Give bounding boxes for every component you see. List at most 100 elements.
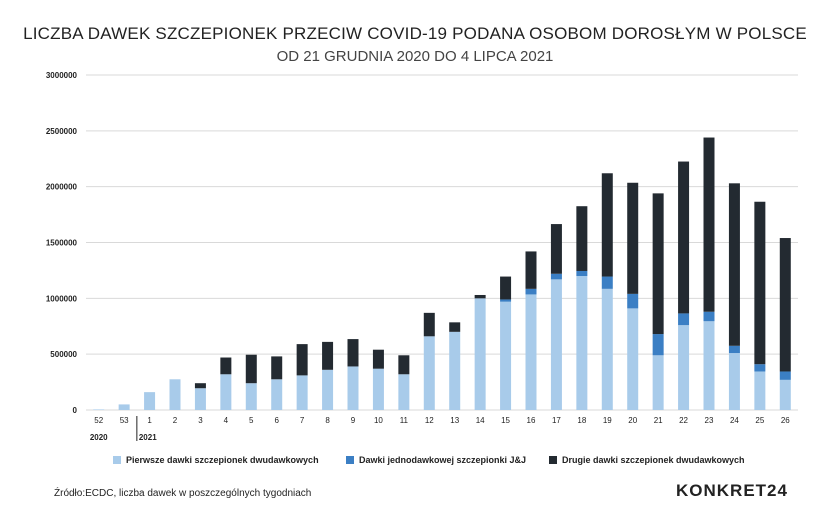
bar-segment-second [703, 137, 715, 312]
bar-segment-single [500, 299, 512, 302]
bar-segment-second [754, 201, 766, 365]
legend-label-first: Pierwsze dawki szczepionek dwudawkowych [126, 455, 319, 465]
bar-segment-first [703, 321, 715, 410]
source-note: Źródło:ECDC, liczba dawek w poszczególny… [54, 488, 312, 499]
bar-segment-second [474, 294, 486, 299]
bar-segment-single [678, 313, 690, 326]
bar-segment-second [652, 193, 664, 335]
x-tick-label: 53 [120, 416, 129, 425]
bar-segment-second [271, 356, 283, 380]
x-tick-label: 7 [300, 416, 305, 425]
x-tick-label: 3 [198, 416, 203, 425]
x-tick-label: 20 [628, 416, 637, 425]
bar-segment-first [194, 388, 206, 410]
bar-segment-first [144, 392, 156, 410]
bar-segment-first [500, 301, 512, 410]
bar-segment-first [754, 371, 766, 410]
bar-segment-first [576, 276, 588, 410]
bar-segment-single [703, 311, 715, 322]
x-tick-label: 11 [400, 416, 409, 425]
bar-segment-second [601, 173, 613, 277]
y-tick-label: 1000000 [46, 294, 78, 303]
bar-segment-second [627, 182, 639, 294]
bar-segment-single [550, 273, 562, 280]
bar-segment-second [423, 312, 435, 337]
legend-swatch-single [346, 456, 354, 464]
bar-segment-second [194, 383, 206, 389]
x-tick-label: 5 [249, 416, 254, 425]
x-tick-label: 9 [351, 416, 356, 425]
x-tick-label: 16 [527, 416, 536, 425]
x-tick-label: 8 [325, 416, 330, 425]
bar-segment-first [474, 298, 486, 410]
bar-segment-first [372, 368, 384, 410]
bar-segment-second [678, 161, 690, 314]
x-tick-label: 6 [274, 416, 279, 425]
bar-segment-second [372, 349, 384, 369]
bar-segment-first [220, 374, 232, 410]
chart-title: LICZBA DAWEK SZCZEPIONEK PRZECIW COVID-1… [23, 24, 807, 43]
x-tick-label: 24 [730, 416, 739, 425]
bar-segment-first [169, 379, 181, 410]
year-markers: 2020 2021 [90, 416, 157, 442]
y-axis-ticks: 0 500000 1000000 1500000 2000000 2500000 30000… [46, 71, 78, 415]
y-tick-label: 1500000 [46, 239, 78, 248]
year-label: 2020 [90, 433, 108, 442]
x-tick-label: 23 [705, 416, 714, 425]
legend-swatch-second [549, 456, 557, 464]
bar-segment-first [627, 308, 639, 410]
bar-segment-second [220, 357, 232, 375]
bar-segment-second [296, 344, 308, 376]
bar-segment-first [652, 355, 664, 410]
bar-segment-first [271, 379, 283, 410]
legend-item-single-dose: Dawki jednodawkowej szczepionki J&J [346, 455, 526, 465]
y-tick-label: 0 [73, 406, 78, 415]
bar-segment-first [779, 379, 791, 410]
bar-segment-second [525, 251, 537, 289]
x-tick-label: 15 [501, 416, 510, 425]
x-tick-label: 4 [224, 416, 229, 425]
bar-segment-first [118, 404, 130, 410]
bar-segment-first [423, 336, 435, 410]
x-tick-label: 22 [679, 416, 688, 425]
x-tick-label: 19 [603, 416, 612, 425]
bars [93, 137, 791, 410]
x-tick-label: 14 [476, 416, 485, 425]
bar-segment-first [525, 294, 537, 410]
bar-segment-first [398, 374, 410, 410]
legend-label-single: Dawki jednodawkowej szczepionki J&J [359, 455, 527, 465]
y-tick-label: 3000000 [46, 71, 78, 80]
bar-segment-second [398, 355, 410, 375]
bar-segment-first [449, 331, 461, 410]
bar-segment-single [576, 270, 588, 276]
bar-segment-second [449, 322, 461, 332]
bar-segment-first [601, 288, 613, 410]
legend-item-first-doses: Pierwsze dawki szczepionek dwudawkowych [113, 455, 319, 465]
bar-segment-second [347, 339, 359, 367]
legend-label-second: Drugie dawki szczepionek dwudawkowych [562, 455, 745, 465]
x-axis-ticks: 52 53 1 2 3 4 5 6 7 8 9 10 11 12 13 14 15 16 17 18 19 20 21 22 2… [94, 416, 790, 425]
konkret24-logo: KONKRET24 [676, 481, 788, 500]
x-tick-label: 52 [94, 416, 103, 425]
x-tick-label: 18 [577, 416, 586, 425]
x-tick-label: 17 [552, 416, 561, 425]
bar-segment-second [322, 341, 334, 370]
bar-segment-first [728, 353, 740, 410]
stacked-bar-chart: 0 500000 1000000 1500000 2000000 2500000 30000… [46, 71, 798, 442]
bar-segment-first [322, 369, 334, 410]
x-tick-label: 13 [450, 416, 459, 425]
y-tick-label: 500000 [50, 350, 77, 359]
legend: Pierwsze dawki szczepionek dwudawkowych … [0, 455, 830, 471]
legend-item-second-doses: Drugie dawki szczepionek dwudawkowych [549, 455, 745, 465]
chart-subtitle: OD 21 GRUDNIA 2020 DO 4 LIPCA 2021 [276, 48, 554, 65]
y-tick-label: 2500000 [46, 127, 78, 136]
bar-segment-second [576, 206, 588, 271]
x-tick-label: 21 [654, 416, 663, 425]
y-tick-label: 2000000 [46, 183, 78, 192]
bar-segment-second [550, 224, 562, 274]
bar-segment-single [779, 371, 791, 380]
year-label: 2021 [139, 433, 157, 442]
bar-segment-single [525, 288, 537, 295]
x-tick-label: 26 [781, 416, 790, 425]
bar-segment-first [347, 366, 359, 410]
